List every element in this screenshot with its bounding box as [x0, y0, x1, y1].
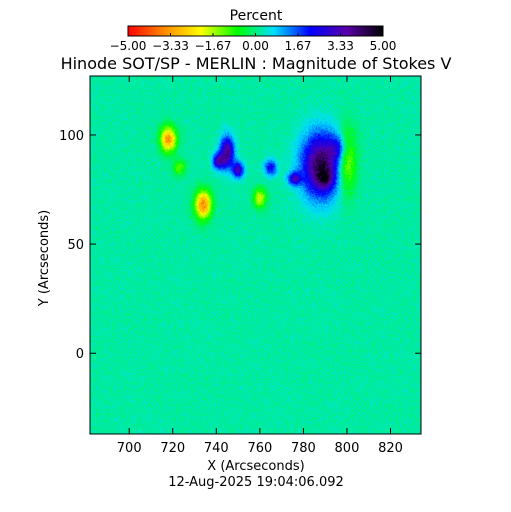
y-tick-label: 100: [59, 129, 84, 144]
x-axis-ticks: 700 720 740 760 780 800 820: [117, 76, 403, 456]
heatmap-image: [90, 76, 421, 434]
colorbar-tick-label: −1.67: [195, 39, 232, 53]
y-tick-label: 50: [67, 238, 84, 253]
colorbar-tick-label: 3.33: [327, 39, 354, 53]
x-axis-label: X (Arcseconds): [207, 459, 304, 474]
colorbar-tick-label: −5.00: [110, 39, 147, 53]
colorbar-tick-label: 1.67: [285, 39, 312, 53]
x-tick-label: 720: [160, 441, 185, 456]
x-tick-label: 800: [335, 441, 360, 456]
colorbar-label: Percent: [230, 8, 283, 24]
colorbar-tick-label: 5.00: [370, 39, 397, 53]
x-tick-label: 780: [291, 441, 316, 456]
chart-title: Hinode SOT/SP - MERLIN : Magnitude of St…: [61, 54, 452, 73]
colorbar-tick-label: 0.00: [242, 39, 269, 53]
y-axis-label: Y (Arcseconds): [37, 210, 52, 307]
plot-area: [89, 75, 422, 435]
y-tick-label: 0: [76, 347, 84, 362]
colorbar-tick-label: −3.33: [152, 39, 189, 53]
x-tick-label: 760: [247, 441, 272, 456]
y-axis-ticks: 0 50 100: [59, 129, 421, 362]
colorbar-ticks: −5.00 −3.33 −1.67 0.00 1.67 3.33 5.00: [110, 33, 397, 53]
timestamp: 12-Aug-2025 19:04:06.092: [168, 475, 344, 490]
x-tick-label: 740: [204, 441, 229, 456]
plot-frame: [89, 75, 422, 435]
x-tick-label: 820: [378, 441, 403, 456]
x-tick-label: 700: [117, 441, 142, 456]
